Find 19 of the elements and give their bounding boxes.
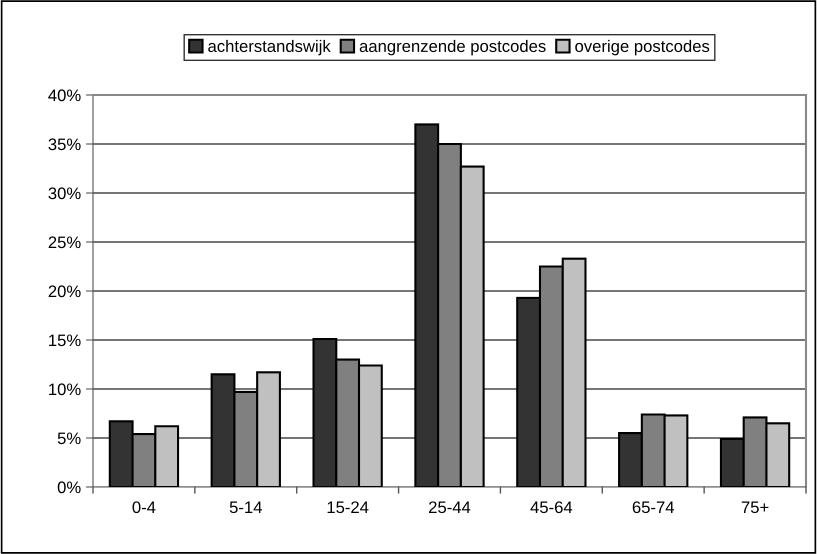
y-tick-label: 15% xyxy=(49,334,81,346)
y-tick-label: 5% xyxy=(58,432,81,444)
y-tick-label: 30% xyxy=(48,187,81,200)
y-tick-label: 10% xyxy=(49,383,81,396)
x-tick-label: 25-44 xyxy=(429,501,470,514)
legend-label: aangrenzende postcodes xyxy=(360,40,546,56)
y-tick-label: 40% xyxy=(48,89,81,102)
x-tick-label: 45-64 xyxy=(530,501,572,514)
y-tick-label: 0% xyxy=(58,481,81,494)
x-tick-label: 75+ xyxy=(742,502,768,514)
y-tick-label: 20% xyxy=(48,285,81,298)
y-tick-label: 25% xyxy=(48,236,81,248)
y-tick-label: 35% xyxy=(48,138,81,150)
x-tick-label: 15-24 xyxy=(328,501,368,514)
x-tick-label: 5-14 xyxy=(230,502,262,514)
x-tick-label: 0-4 xyxy=(132,501,156,514)
legend-label: overige postcodes xyxy=(575,40,710,56)
x-tick-label: 65-74 xyxy=(632,501,674,514)
legend-label: achterstandswijk xyxy=(208,40,331,56)
